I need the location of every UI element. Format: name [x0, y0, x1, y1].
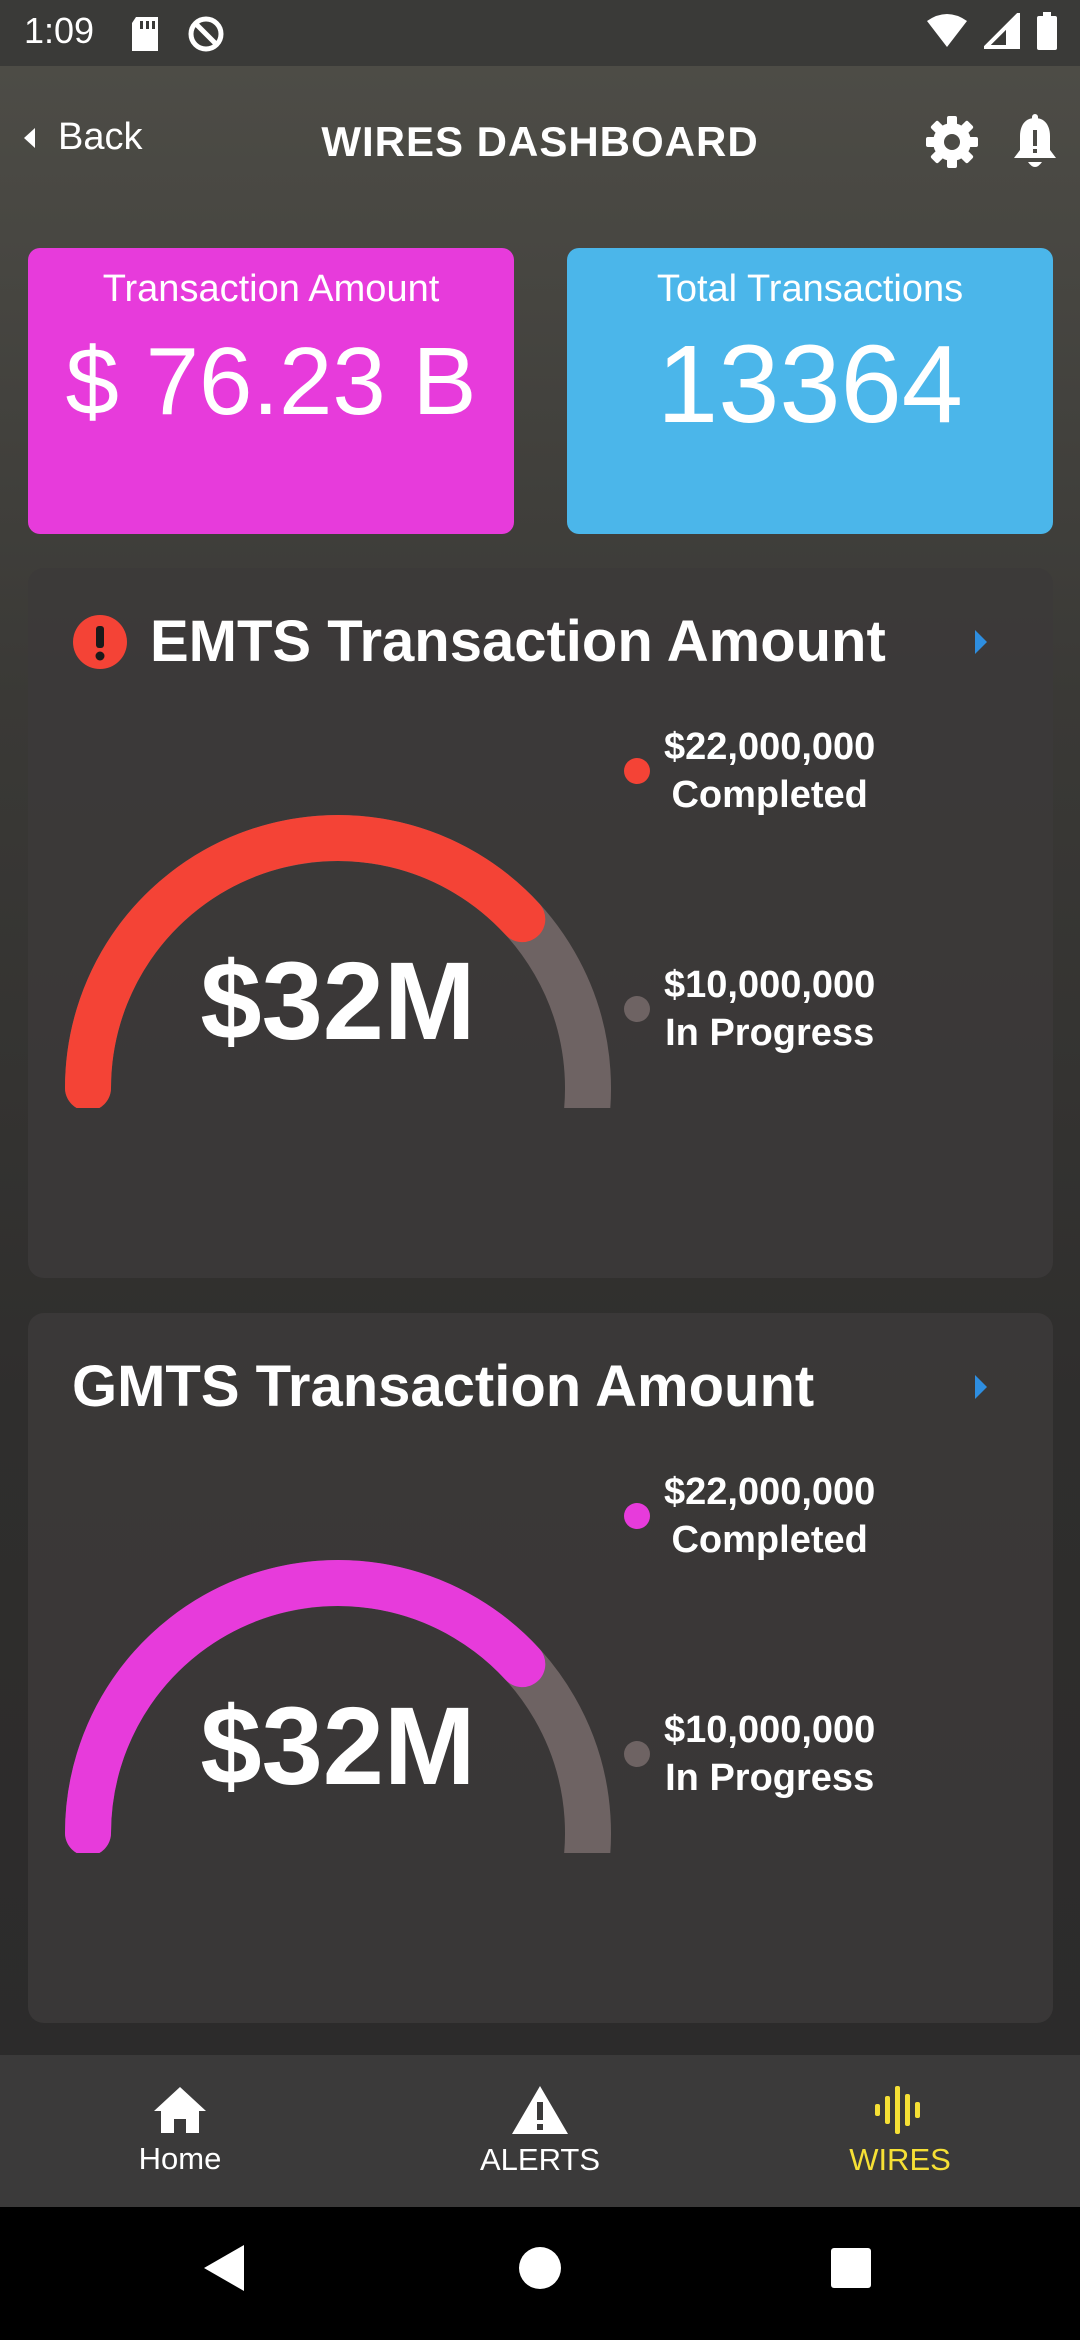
nav-wires-label: WIRES — [849, 2142, 951, 2177]
home-icon — [154, 2087, 206, 2133]
emts-in-progress-label: In Progress — [665, 1012, 875, 1054]
emts-legend-completed: $22,000,000 Completed — [624, 723, 875, 819]
back-button[interactable]: Back — [22, 116, 142, 159]
status-left-icons — [128, 14, 226, 54]
nav-alerts[interactable]: ALERTS — [360, 2055, 720, 2207]
status-bar: 1:09 — [0, 0, 1080, 66]
page-title: WIRES DASHBOARD — [321, 118, 759, 165]
warning-icon — [512, 2086, 568, 2134]
emts-completed-amount: $22,000,000 — [664, 726, 876, 768]
emts-legend-in-progress: $10,000,000 In Progress — [624, 961, 875, 1057]
transaction-amount-card[interactable]: Transaction Amount $ 76.23 B — [28, 248, 514, 534]
status-right-icons — [926, 12, 1058, 50]
gmts-panel: GMTS Transaction Amount $32M $22,000,000… — [28, 1313, 1053, 2023]
emts-completed-label: Completed — [671, 774, 868, 816]
total-transactions-label: Total Transactions — [656, 268, 964, 310]
gmts-gauge-value: $32M — [200, 1685, 476, 1808]
emts-in-progress-amount: $10,000,000 — [664, 964, 876, 1006]
signal-icon — [984, 13, 1020, 49]
emts-in-progress-dot — [624, 996, 650, 1022]
battery-icon — [1037, 12, 1057, 50]
gmts-completed-amount: $22,000,000 — [664, 1471, 876, 1513]
back-arrow-icon — [24, 127, 35, 148]
nav-home[interactable]: Home — [0, 2055, 360, 2207]
emts-panel: EMTS Transaction Amount $32M $22,000,000… — [28, 568, 1053, 1278]
gmts-in-progress-label: In Progress — [665, 1757, 875, 1799]
nav-alerts-label: ALERTS — [479, 2142, 601, 2177]
nav-home-label: Home — [138, 2141, 222, 2176]
emts-gauge-fill — [65, 815, 546, 1108]
sd-card-icon — [132, 17, 158, 51]
alert-circle-icon — [73, 614, 127, 669]
bottom-nav: Home ALERTS WIRES — [0, 2055, 1080, 2207]
nav-wires[interactable]: WIRES — [720, 2055, 1080, 2207]
gear-icon[interactable] — [924, 114, 980, 170]
system-recents-icon[interactable] — [828, 2243, 874, 2293]
gmts-completed-label: Completed — [671, 1519, 868, 1561]
chevron-right-icon[interactable] — [973, 628, 989, 656]
emts-completed-dot — [624, 758, 650, 784]
gmts-in-progress-amount: $10,000,000 — [664, 1709, 876, 1751]
emts-panel-title: EMTS Transaction Amount — [150, 609, 886, 674]
gmts-in-progress-dot — [624, 1741, 650, 1767]
gmts-legend-completed: $22,000,000 Completed — [624, 1468, 875, 1564]
gmts-legend-in-progress: $10,000,000 In Progress — [624, 1706, 875, 1802]
app-bar-actions — [924, 114, 1060, 170]
app-bar: Back WIRES DASHBOARD — [0, 66, 1080, 216]
gmts-panel-header: GMTS Transaction Amount — [72, 1353, 814, 1420]
do-not-disturb-icon — [188, 16, 224, 52]
transaction-amount-label: Transaction Amount — [102, 268, 440, 310]
system-home-icon[interactable] — [516, 2243, 564, 2293]
system-back-icon[interactable] — [200, 2243, 246, 2293]
chevron-right-icon[interactable] — [973, 1373, 989, 1401]
bell-icon[interactable] — [1010, 114, 1060, 170]
back-label: Back — [58, 116, 143, 158]
wifi-icon — [927, 14, 967, 47]
total-transactions-value: 13364 — [657, 323, 963, 446]
emts-panel-header: EMTS Transaction Amount — [72, 608, 886, 675]
gmts-panel-title: GMTS Transaction Amount — [72, 1354, 815, 1419]
status-time: 1:09 — [24, 10, 95, 51]
wires-waveform-icon — [875, 2086, 920, 2134]
gmts-completed-dot — [624, 1503, 650, 1529]
system-nav-bar — [0, 2207, 1080, 2340]
total-transactions-card[interactable]: Total Transactions 13364 — [567, 248, 1053, 534]
emts-gauge-value: $32M — [200, 940, 476, 1063]
emts-gauge — [65, 815, 611, 1108]
gmts-gauge-fill — [65, 1560, 546, 1853]
transaction-amount-value: $ 76.23 B — [65, 328, 477, 435]
gmts-gauge — [65, 1560, 611, 1853]
